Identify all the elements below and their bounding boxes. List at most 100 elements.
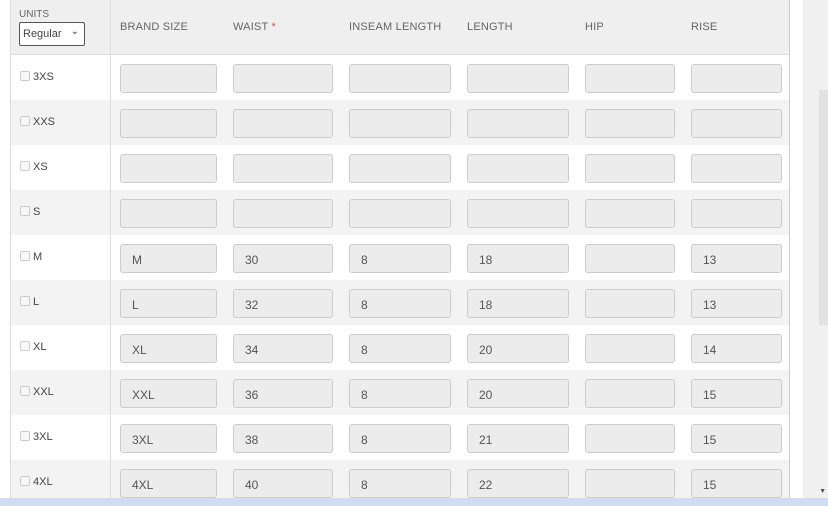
rise-input[interactable] [691,199,782,228]
size-checkbox[interactable] [20,296,30,306]
waist-input[interactable]: 32 [233,289,333,318]
size-checkbox[interactable] [20,341,30,351]
table-header: UNITS Regular ⌄ BRAND SIZE WAIST * INSEAM… [11,0,789,55]
inseam-length-input[interactable] [349,64,451,93]
hip-input[interactable] [585,334,675,363]
rise-input[interactable] [691,109,782,138]
hip-input[interactable] [585,64,675,93]
brand-size-input[interactable]: 4XL [120,469,217,498]
rise-input[interactable]: 13 [691,244,782,273]
rise-input[interactable] [691,64,782,93]
inseam-length-input[interactable] [349,199,451,228]
header-waist-label: WAIST [233,21,269,33]
brand-size-input[interactable]: XXL [120,379,217,408]
size-checkbox[interactable] [20,386,30,396]
length-input[interactable]: 22 [467,469,569,498]
brand-size-input[interactable] [120,64,217,93]
units-select[interactable]: Regular ⌄ [19,22,85,46]
inseam-length-input[interactable] [349,109,451,138]
inseam-length-input[interactable]: 8 [349,289,451,318]
size-cell: XXS [11,100,111,145]
waist-input[interactable] [233,199,333,228]
length-input[interactable] [467,109,569,138]
hip-input[interactable] [585,289,675,318]
waist-input[interactable] [233,64,333,93]
rise-input[interactable]: 14 [691,334,782,363]
waist-input[interactable]: 36 [233,379,333,408]
size-label: 3XS [33,71,54,83]
header-brand-size: BRAND SIZE [120,21,189,33]
size-cell: XXL [11,370,111,415]
units-cell: UNITS Regular ⌄ [11,0,111,54]
length-input[interactable]: 21 [467,424,569,453]
brand-size-input[interactable]: 3XL [120,424,217,453]
inseam-length-input[interactable]: 8 [349,379,451,408]
waist-input[interactable] [233,154,333,183]
size-checkbox[interactable] [20,431,30,441]
scrollbar[interactable]: ▼ [803,0,828,498]
size-checkbox[interactable] [20,206,30,216]
size-checkbox[interactable] [20,251,30,261]
units-label: UNITS [19,9,49,20]
table-row: S [11,190,789,235]
length-input[interactable]: 18 [467,289,569,318]
size-label: XL [33,341,47,353]
length-input[interactable]: 20 [467,379,569,408]
table-row: XXS [11,100,789,145]
hip-input[interactable] [585,244,675,273]
inseam-length-input[interactable]: 8 [349,424,451,453]
header-rise: RISE [691,21,718,33]
hip-input[interactable] [585,469,675,498]
hip-input[interactable] [585,199,675,228]
inseam-length-input[interactable]: 8 [349,244,451,273]
brand-size-input[interactable] [120,154,217,183]
inseam-length-input[interactable]: 8 [349,334,451,363]
table-row: XXL XXL 36 8 20 15 [11,370,789,415]
waist-input[interactable]: 34 [233,334,333,363]
length-input[interactable] [467,199,569,228]
rise-input[interactable] [691,154,782,183]
rise-input[interactable]: 15 [691,469,782,498]
rise-input[interactable]: 13 [691,289,782,318]
rise-input[interactable]: 15 [691,424,782,453]
size-checkbox[interactable] [20,71,30,81]
size-label: M [33,251,43,263]
waist-input[interactable]: 40 [233,469,333,498]
size-checkbox[interactable] [20,161,30,171]
hip-input[interactable] [585,109,675,138]
hip-input[interactable] [585,154,675,183]
brand-size-input[interactable]: XL [120,334,217,363]
inseam-length-input[interactable]: 8 [349,469,451,498]
waist-input[interactable] [233,109,333,138]
length-input[interactable] [467,64,569,93]
brand-size-input[interactable] [120,109,217,138]
size-cell: S [11,190,111,235]
hip-input[interactable] [585,424,675,453]
table-row: 4XL 4XL 40 8 22 15 [11,460,789,505]
size-cell: M [11,235,111,280]
length-input[interactable]: 20 [467,334,569,363]
size-cell: 3XS [11,55,111,100]
size-label: 3XL [33,431,53,443]
inseam-length-input[interactable] [349,154,451,183]
rise-input[interactable]: 15 [691,379,782,408]
hip-input[interactable] [585,379,675,408]
scrollbar-thumb[interactable] [819,90,828,325]
bottom-bar [0,498,828,506]
size-label: S [33,206,41,218]
length-input[interactable] [467,154,569,183]
size-cell: XS [11,145,111,190]
table-row: L L 32 8 18 13 [11,280,789,325]
brand-size-input[interactable]: M [120,244,217,273]
units-selected-value: Regular [23,28,62,40]
table-row: 3XS [11,55,789,100]
brand-size-input[interactable] [120,199,217,228]
waist-input[interactable]: 38 [233,424,333,453]
brand-size-input[interactable]: L [120,289,217,318]
scroll-down-arrow-icon[interactable]: ▼ [819,488,826,495]
waist-input[interactable]: 30 [233,244,333,273]
size-checkbox[interactable] [20,116,30,126]
size-checkbox[interactable] [20,476,30,486]
length-input[interactable]: 18 [467,244,569,273]
size-label: XXL [33,386,54,398]
